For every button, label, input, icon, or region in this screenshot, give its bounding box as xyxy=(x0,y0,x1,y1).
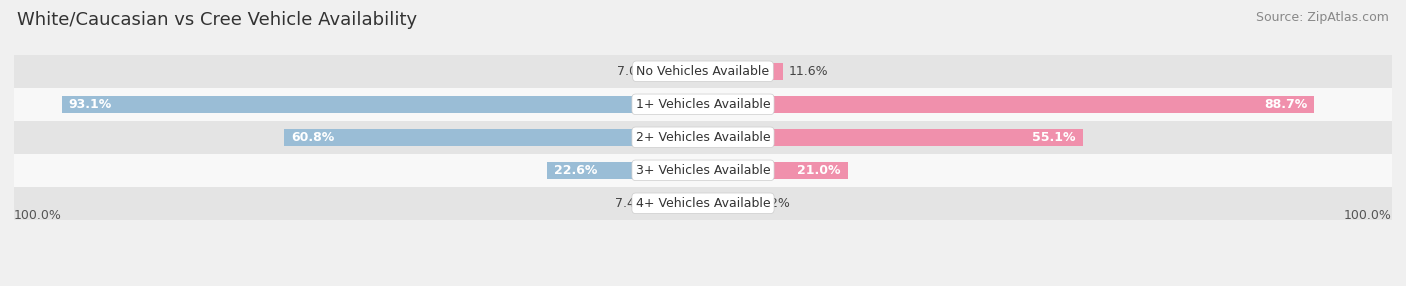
Bar xyxy=(703,63,783,80)
Bar xyxy=(14,55,1392,88)
Text: 7.4%: 7.4% xyxy=(614,197,647,210)
Text: 100.0%: 100.0% xyxy=(14,209,62,223)
Text: 11.6%: 11.6% xyxy=(789,65,828,78)
Bar xyxy=(703,195,752,212)
Text: 88.7%: 88.7% xyxy=(1264,98,1308,111)
Bar xyxy=(284,129,703,146)
Bar xyxy=(655,63,703,80)
Text: 21.0%: 21.0% xyxy=(797,164,841,177)
Text: 93.1%: 93.1% xyxy=(69,98,111,111)
Text: No Vehicles Available: No Vehicles Available xyxy=(637,65,769,78)
Text: 55.1%: 55.1% xyxy=(1032,131,1076,144)
Text: 1+ Vehicles Available: 1+ Vehicles Available xyxy=(636,98,770,111)
Text: 60.8%: 60.8% xyxy=(291,131,335,144)
Text: 7.0%: 7.0% xyxy=(617,65,650,78)
Bar xyxy=(703,96,1315,113)
Bar xyxy=(652,195,703,212)
Text: 7.2%: 7.2% xyxy=(758,197,790,210)
Bar xyxy=(703,162,848,179)
Text: 100.0%: 100.0% xyxy=(1344,209,1392,223)
Bar xyxy=(547,162,703,179)
Text: 22.6%: 22.6% xyxy=(554,164,598,177)
Text: Source: ZipAtlas.com: Source: ZipAtlas.com xyxy=(1256,11,1389,24)
Text: 2+ Vehicles Available: 2+ Vehicles Available xyxy=(636,131,770,144)
Text: White/Caucasian vs Cree Vehicle Availability: White/Caucasian vs Cree Vehicle Availabi… xyxy=(17,11,418,29)
Bar xyxy=(14,187,1392,220)
Bar xyxy=(62,96,703,113)
Bar xyxy=(14,88,1392,121)
Bar xyxy=(14,154,1392,187)
Text: 4+ Vehicles Available: 4+ Vehicles Available xyxy=(636,197,770,210)
Bar xyxy=(14,121,1392,154)
Bar xyxy=(703,129,1083,146)
Text: 3+ Vehicles Available: 3+ Vehicles Available xyxy=(636,164,770,177)
